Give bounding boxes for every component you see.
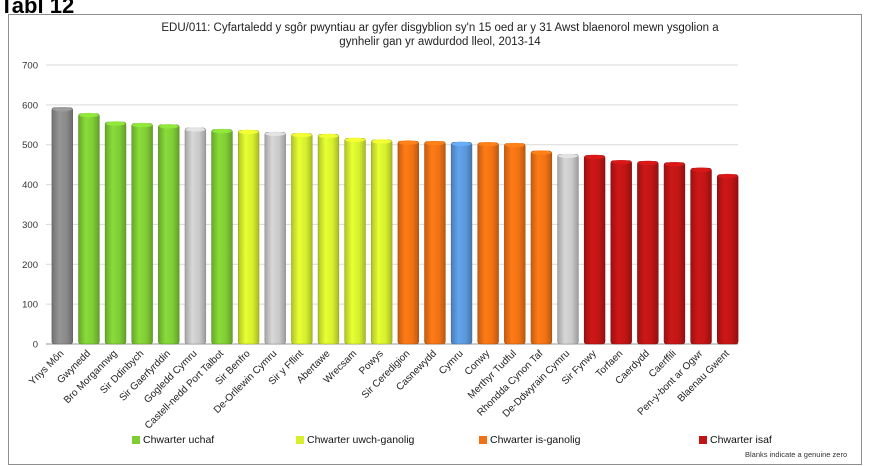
y-tick-label: 200 bbox=[22, 260, 38, 271]
bar bbox=[158, 124, 180, 345]
y-tick-label: 300 bbox=[22, 220, 38, 231]
chart-title: EDU/011: Cyfartaledd y sgôr pwyntiau ar … bbox=[60, 21, 820, 49]
bar bbox=[291, 133, 313, 345]
bar-cap bbox=[52, 106, 73, 112]
y-tick-label: 0 bbox=[33, 340, 38, 351]
bar bbox=[424, 141, 446, 345]
chart-title-line: EDU/011: Cyfartaledd y sgôr pwyntiau ar … bbox=[161, 22, 719, 34]
bar-cap bbox=[105, 121, 126, 126]
footnote: Blanks indicate a genuine zero bbox=[745, 450, 848, 459]
bar-cap bbox=[212, 128, 232, 134]
bar bbox=[690, 167, 712, 345]
bar-cap bbox=[371, 139, 392, 144]
bar-cap bbox=[611, 159, 632, 165]
bar bbox=[131, 123, 153, 345]
bar bbox=[237, 130, 260, 345]
y-tick-label: 700 bbox=[22, 61, 38, 72]
bar-cap bbox=[425, 140, 445, 146]
bar-cap bbox=[345, 137, 365, 143]
bar bbox=[264, 132, 286, 345]
bar bbox=[477, 142, 499, 345]
bar bbox=[530, 150, 553, 345]
bar bbox=[211, 129, 233, 345]
bar-cap bbox=[79, 112, 99, 118]
bar-cap bbox=[691, 167, 711, 172]
bar-cap bbox=[584, 154, 605, 160]
bar-cap bbox=[185, 127, 206, 132]
bar bbox=[104, 121, 127, 345]
bar bbox=[557, 153, 579, 345]
bar-cap bbox=[531, 150, 552, 155]
bar-cap bbox=[398, 140, 419, 145]
bar bbox=[371, 139, 393, 345]
figure-label: Tabl 12 bbox=[0, 0, 75, 18]
bar bbox=[397, 140, 419, 345]
bar-cap bbox=[558, 153, 578, 158]
bar-cap bbox=[717, 173, 738, 179]
y-tick-label: 600 bbox=[22, 100, 38, 111]
bar bbox=[184, 127, 207, 345]
bar-cap bbox=[238, 129, 259, 135]
bar bbox=[51, 107, 73, 345]
bar bbox=[717, 174, 739, 345]
bar-cap bbox=[265, 131, 286, 137]
bar bbox=[78, 113, 100, 345]
bar bbox=[637, 161, 659, 345]
bar-cap bbox=[451, 141, 472, 147]
bar-cap bbox=[132, 122, 153, 128]
bar-cap bbox=[504, 142, 525, 148]
bar-cap bbox=[158, 124, 179, 129]
bar bbox=[317, 134, 340, 345]
bar-cap bbox=[291, 132, 312, 138]
bar bbox=[663, 162, 686, 345]
bar-cap bbox=[637, 160, 658, 166]
bar bbox=[610, 160, 632, 345]
y-tick-label: 500 bbox=[22, 140, 38, 151]
bar-cap bbox=[318, 133, 339, 139]
y-tick-label: 400 bbox=[22, 180, 38, 191]
y-tick-label: 100 bbox=[22, 300, 38, 311]
x-tick-label: Cymru bbox=[437, 348, 466, 377]
bar-cap bbox=[478, 142, 499, 147]
bar bbox=[344, 138, 366, 345]
bar-cap bbox=[664, 161, 685, 167]
bar bbox=[450, 142, 473, 345]
chart-title-line: gynhelir gan yr awdurdod lleol, 2013-14 bbox=[339, 36, 541, 48]
bar bbox=[504, 143, 526, 345]
bar bbox=[583, 155, 606, 345]
